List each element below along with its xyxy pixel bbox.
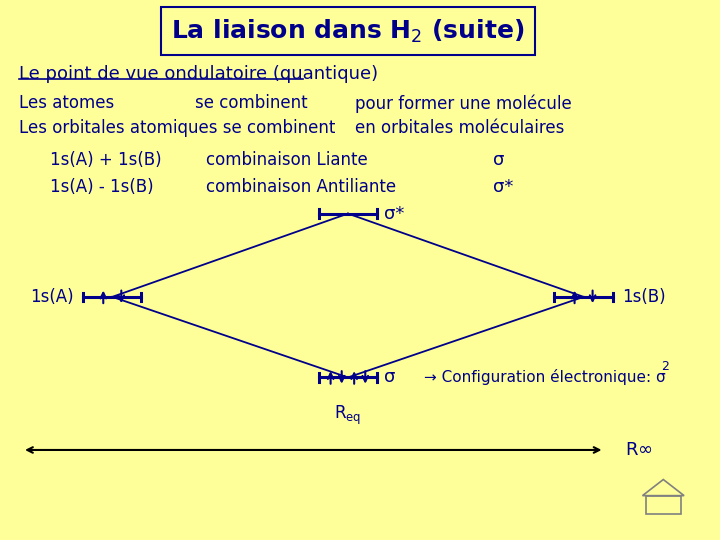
Text: R$\infty$: R$\infty$ <box>625 441 653 459</box>
Text: 2: 2 <box>661 360 669 373</box>
Text: Les orbitales atomiques se combinent: Les orbitales atomiques se combinent <box>19 119 335 137</box>
Text: combinaison Liante: combinaison Liante <box>206 151 368 169</box>
Text: se combinent: se combinent <box>195 94 308 112</box>
Text: en orbitales moléculaires: en orbitales moléculaires <box>355 119 564 137</box>
Text: Les atomes: Les atomes <box>19 94 114 112</box>
Text: La liaison dans H$_2$ (suite): La liaison dans H$_2$ (suite) <box>171 17 525 44</box>
Text: pour former une molécule: pour former une molécule <box>355 94 572 113</box>
Text: σ*: σ* <box>384 205 405 222</box>
Text: 1s(A) - 1s(B): 1s(A) - 1s(B) <box>50 178 153 195</box>
Text: → Configuration électronique: σ: → Configuration électronique: σ <box>424 369 666 386</box>
Text: 1s(A) + 1s(B): 1s(A) + 1s(B) <box>50 151 161 169</box>
Text: σ*: σ* <box>493 178 514 195</box>
Text: 1s(A): 1s(A) <box>30 288 74 306</box>
Text: Le point de vue ondulatoire (quantique): Le point de vue ondulatoire (quantique) <box>19 65 378 83</box>
Text: R$_{\mathrm{eq}}$: R$_{\mathrm{eq}}$ <box>334 403 361 427</box>
Text: 1s(B): 1s(B) <box>621 288 665 306</box>
Text: σ: σ <box>384 368 395 387</box>
Text: σ: σ <box>493 151 505 169</box>
Text: combinaison Antiliante: combinaison Antiliante <box>206 178 396 195</box>
